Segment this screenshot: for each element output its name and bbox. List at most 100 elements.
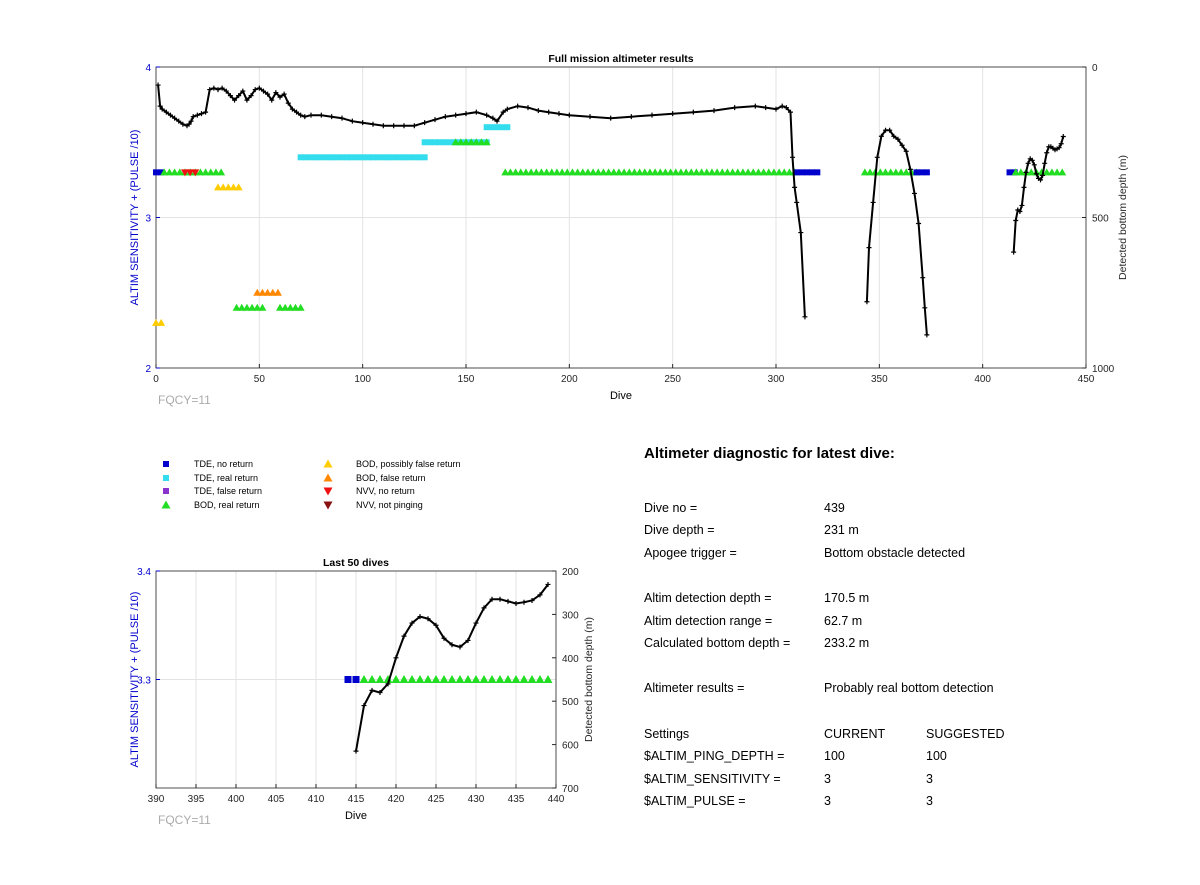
marker-bod-real-return	[201, 168, 210, 176]
depth-point	[215, 87, 221, 93]
diagnostic-key: $ALTIM_PULSE =	[644, 794, 746, 808]
marker-tde-real-return	[333, 154, 340, 161]
depth-point	[360, 120, 366, 126]
x-tick-label: 405	[268, 794, 285, 805]
depth-point	[670, 111, 676, 117]
marker-tde-real-return	[406, 154, 413, 161]
diagnostic-key: Dive no =	[644, 501, 698, 515]
marker-nvv-no-return	[191, 169, 200, 177]
depth-point	[425, 616, 431, 622]
depth-point	[500, 109, 506, 115]
marker-tde-real-return	[426, 139, 433, 146]
marker-tde-real-return	[442, 139, 449, 146]
marker-bod-possibly-false-return	[152, 318, 160, 326]
marker-bod-real-return	[749, 168, 758, 176]
depth-point	[273, 90, 279, 96]
marker-bod-possibly-false-return	[229, 183, 238, 191]
x-axis-label: Dive	[610, 390, 632, 402]
x-tick-label: 100	[354, 374, 371, 385]
depth-point	[556, 111, 562, 117]
depth-line	[1012, 136, 1065, 253]
depth-point	[874, 154, 880, 160]
depth-point	[457, 644, 463, 650]
marker-bod-real-return	[697, 168, 706, 176]
marker-bod-real-return	[718, 168, 727, 176]
marker-tde-real-return	[499, 124, 506, 131]
chart-title: Last 50 dives	[323, 557, 389, 569]
diagnostic-suggested: SUGGESTED	[926, 727, 1005, 741]
marker-bod-real-return	[291, 303, 300, 311]
marker-bod-real-return	[723, 168, 732, 176]
depth-point	[515, 103, 521, 109]
marker-bod-real-return	[1011, 168, 1020, 176]
marker-bod-real-return	[495, 675, 505, 683]
depth-point	[922, 305, 928, 311]
depth-point	[236, 93, 242, 99]
marker-bod-real-return	[232, 303, 241, 311]
marker-bod-real-return	[1042, 168, 1051, 176]
depth-point	[649, 112, 655, 118]
y2-tick-label: 500	[562, 697, 579, 708]
marker-bod-real-return	[542, 168, 551, 176]
marker-tde-real-return	[354, 154, 361, 161]
diagnostic-value: 62.7 m	[824, 614, 863, 628]
marker-bod-real-return	[682, 168, 691, 176]
depth-point	[385, 681, 391, 687]
marker-bod-real-return	[462, 138, 470, 146]
marker-bod-real-return	[651, 168, 660, 176]
diagnostic-value: Bottom obstacle detected	[824, 546, 966, 560]
marker-bod-real-return	[471, 675, 481, 683]
marker-bod-real-return	[547, 168, 556, 176]
marker-tde-real-return	[297, 154, 304, 161]
marker-bod-possibly-false-return	[224, 183, 233, 191]
marker-bod-real-return	[391, 675, 401, 683]
depth-point	[289, 106, 295, 112]
marker-bod-real-return	[656, 168, 665, 176]
diagnostic-key: Dive depth =	[644, 523, 715, 537]
depth-point	[690, 109, 696, 115]
marker-tde-no-return	[804, 169, 810, 176]
marker-bod-real-return	[535, 675, 545, 683]
marker-bod-real-return	[891, 168, 900, 176]
depth-point	[628, 114, 634, 120]
depth-point	[159, 106, 165, 112]
depth-point	[608, 115, 614, 121]
depth-point	[1044, 150, 1050, 156]
diagnostic-title: Altimeter diagnostic for latest dive:	[644, 445, 895, 462]
depth-point	[369, 687, 375, 693]
depth-point	[157, 103, 163, 109]
depth-point	[294, 109, 300, 115]
marker-tde-no-return	[809, 169, 816, 176]
y-tick-label: 3.4	[137, 567, 151, 578]
marker-bod-real-return	[609, 168, 618, 176]
depth-point	[521, 599, 527, 605]
square-icon	[163, 461, 169, 467]
marker-bod-real-return	[552, 168, 561, 176]
depth-line	[865, 129, 928, 335]
marker-bod-real-return	[738, 168, 747, 176]
legend-item: NVV, not pinging	[322, 499, 423, 511]
depth-point	[252, 87, 258, 93]
depth-point	[353, 748, 359, 754]
depth-point	[473, 109, 479, 115]
depth-point	[1040, 172, 1046, 178]
diagnostic-value: Probably real bottom detection	[824, 681, 994, 695]
marker-bod-real-return	[630, 168, 639, 176]
depth-point	[481, 605, 487, 611]
frequency-footnote: FQCY=11	[158, 393, 211, 407]
y2-tick-label: 1000	[1092, 364, 1115, 375]
marker-bod-real-return	[583, 168, 592, 176]
marker-bod-real-return	[407, 675, 417, 683]
y2-tick-label: 300	[562, 610, 579, 621]
depth-point	[473, 620, 479, 626]
marker-bod-real-return	[463, 675, 473, 683]
marker-tde-real-return	[302, 154, 309, 161]
depth-point	[505, 598, 511, 604]
depth-point	[1023, 169, 1029, 175]
marker-bod-real-return	[258, 303, 267, 311]
depth-point	[794, 199, 800, 205]
depth-point	[269, 97, 275, 103]
marker-bod-possibly-false-return	[219, 183, 228, 191]
marker-bod-real-return	[206, 168, 215, 176]
marker-bod-real-return	[1016, 168, 1025, 176]
